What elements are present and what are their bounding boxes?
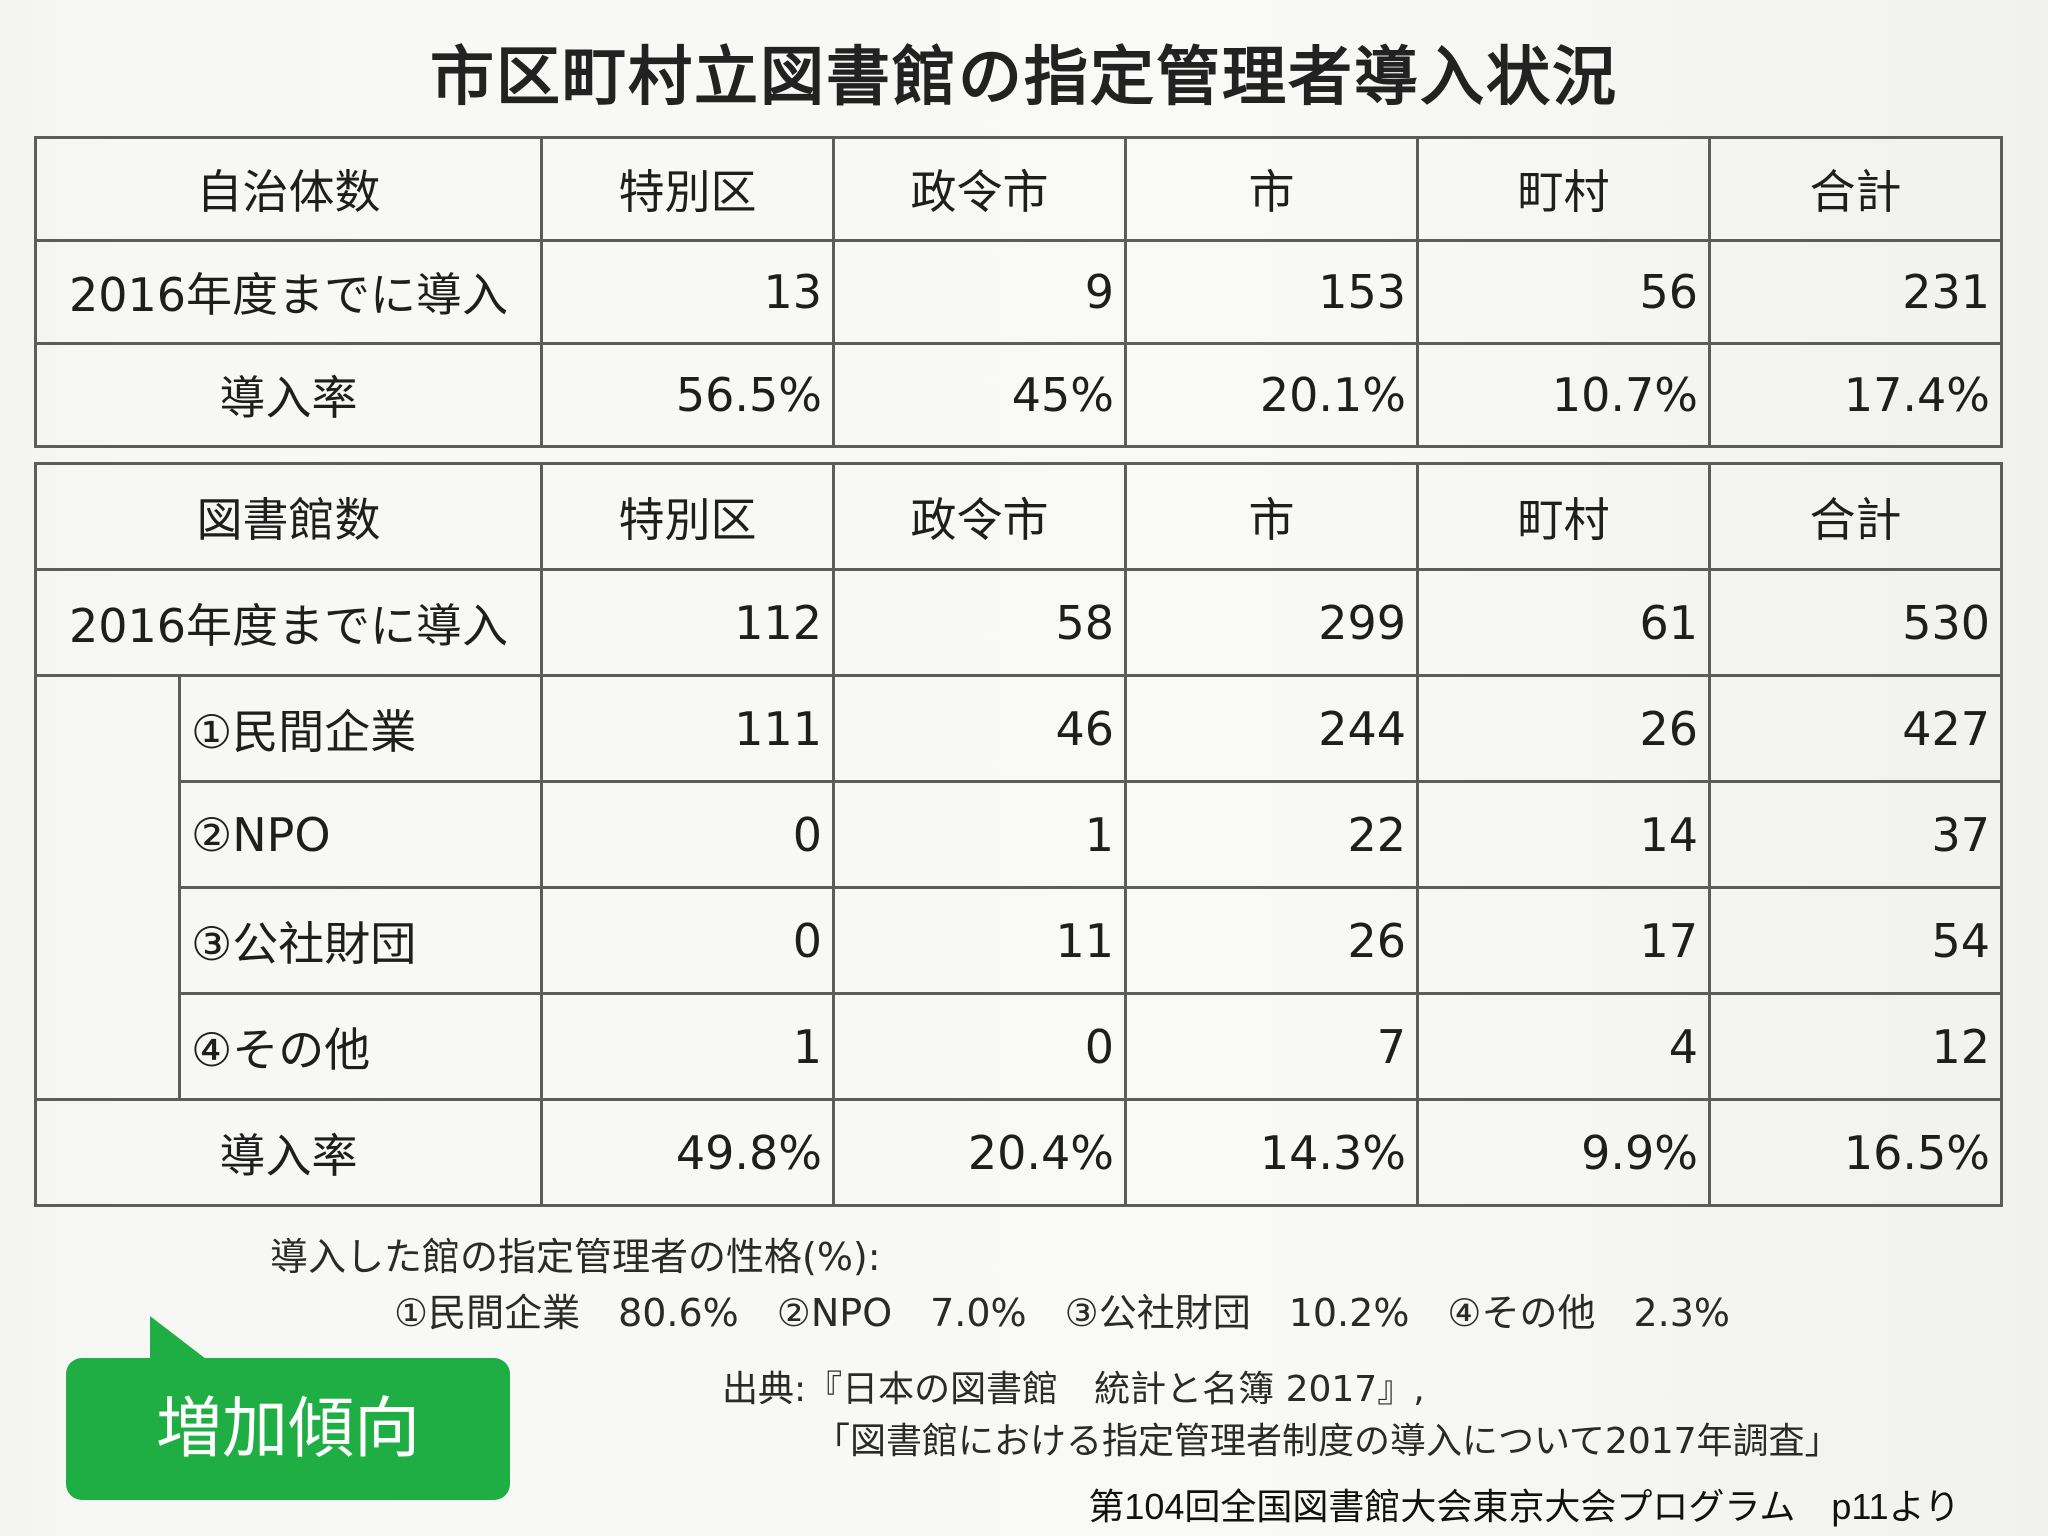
row-label: 導入率 [34, 1098, 543, 1207]
table-cell: 14.3% [1124, 1098, 1419, 1207]
row-label: 導入率 [34, 342, 543, 448]
table-cell: 22 [1124, 780, 1419, 889]
nature-heading: 導入した館の指定管理者の性格(%): [270, 1235, 881, 1279]
row-label: ①民間企業 [178, 674, 543, 783]
header-cell: 合計 [1708, 462, 2003, 571]
header-cell: 政令市 [832, 136, 1127, 242]
table-row: ②NPO 0 1 22 14 37 [36, 780, 2003, 889]
table-cell: 26 [1124, 886, 1419, 995]
table-cell: 20.1% [1124, 342, 1419, 448]
table-cell: 17 [1416, 886, 1711, 995]
table-cell: 58 [832, 568, 1127, 677]
header-cell: 市 [1124, 136, 1419, 242]
table-row: 2016年度までに導入 13 9 153 56 231 [34, 239, 2003, 345]
header-cell: 町村 [1416, 136, 1711, 242]
table-cell: 56.5% [540, 342, 835, 448]
table-cell: 111 [540, 674, 835, 783]
table-header-row: 図書館数 特別区 政令市 市 町村 合計 [34, 462, 2003, 571]
table-cell: 427 [1708, 674, 2003, 783]
table-cell: 10.7% [1416, 342, 1711, 448]
table-cell: 244 [1124, 674, 1419, 783]
table-row: ④その他 1 0 7 4 12 [36, 992, 2003, 1101]
table-cell: 26 [1416, 674, 1711, 783]
table-cell: 17.4% [1708, 342, 2003, 448]
table-cell: 46 [832, 674, 1127, 783]
row-label: ②NPO [178, 780, 543, 889]
table-cell: 231 [1708, 239, 2003, 345]
table-cell: 14 [1416, 780, 1711, 889]
table-cell: 0 [540, 780, 835, 889]
header-cell: 特別区 [540, 136, 835, 242]
nature-breakdown: ①民間企業 80.6% ②NPO 7.0% ③公社財団 10.2% ④その他 2… [394, 1291, 1731, 1335]
table-cell: 56 [1416, 239, 1711, 345]
table-cell: 7 [1124, 992, 1419, 1101]
header-cell: 町村 [1416, 462, 1711, 571]
table-cell: 0 [832, 992, 1127, 1101]
table-row: 導入率 49.8% 20.4% 14.3% 9.9% 16.5% [34, 1098, 2003, 1207]
table-cell: 530 [1708, 568, 2003, 677]
header-cell: 自治体数 [34, 136, 543, 242]
table-cell: 45% [832, 342, 1127, 448]
table-cell: 299 [1124, 568, 1419, 677]
row-label: ③公社財団 [178, 886, 543, 995]
indent-cell [34, 674, 181, 1101]
table-cell: 4 [1416, 992, 1711, 1101]
table-cell: 37 [1708, 780, 2003, 889]
table-cell: 153 [1124, 239, 1419, 345]
header-cell: 合計 [1708, 136, 2003, 242]
row-label: 2016年度までに導入 [34, 239, 543, 345]
page-title: 市区町村立図書館の指定管理者導入状況 [430, 41, 1618, 115]
source-line-2: 「図書館における指定管理者制度の導入について2017年調査」 [814, 1421, 1841, 1462]
table-cell: 16.5% [1708, 1098, 2003, 1207]
table-cell: 13 [540, 239, 835, 345]
header-cell: 市 [1124, 462, 1419, 571]
table-row: ③公社財団 0 11 26 17 54 [36, 886, 2003, 995]
header-cell: 特別区 [540, 462, 835, 571]
table-cell: 9 [832, 239, 1127, 345]
table-cell: 20.4% [832, 1098, 1127, 1207]
municipality-table: 自治体数 特別区 政令市 市 町村 合計 2016年度までに導入 13 9 15… [34, 136, 2003, 448]
table-row: 導入率 56.5% 45% 20.1% 10.7% 17.4% [34, 342, 2003, 448]
trend-badge: 増加傾向 [66, 1358, 510, 1500]
source-line-1: 出典:『日本の図書館 統計と名簿 2017』, [722, 1369, 1425, 1410]
table-cell: 54 [1708, 886, 2003, 995]
table-cell: 1 [832, 780, 1127, 889]
footer-citation: 第104回全国図書館大会東京大会プログラム p11より [1088, 1486, 1960, 1527]
row-label: ④その他 [178, 992, 543, 1101]
header-cell: 政令市 [832, 462, 1127, 571]
table-cell: 9.9% [1416, 1098, 1711, 1207]
table-cell: 61 [1416, 568, 1711, 677]
table-cell: 49.8% [540, 1098, 835, 1207]
header-cell: 図書館数 [34, 462, 543, 571]
table-row: 2016年度までに導入 112 58 299 61 530 [34, 568, 2003, 677]
row-label: 2016年度までに導入 [34, 568, 543, 677]
table-row: ①民間企業 111 46 244 26 427 [34, 674, 2003, 1101]
library-table: 図書館数 特別区 政令市 市 町村 合計 2016年度までに導入 112 58 … [34, 462, 2003, 1207]
table-cell: 0 [540, 886, 835, 995]
table-header-row: 自治体数 特別区 政令市 市 町村 合計 [34, 136, 2003, 242]
badge-pointer [150, 1316, 210, 1362]
table-cell: 112 [540, 568, 835, 677]
table-cell: 12 [1708, 992, 2003, 1101]
table-cell: 1 [540, 992, 835, 1101]
table-cell: 11 [832, 886, 1127, 995]
